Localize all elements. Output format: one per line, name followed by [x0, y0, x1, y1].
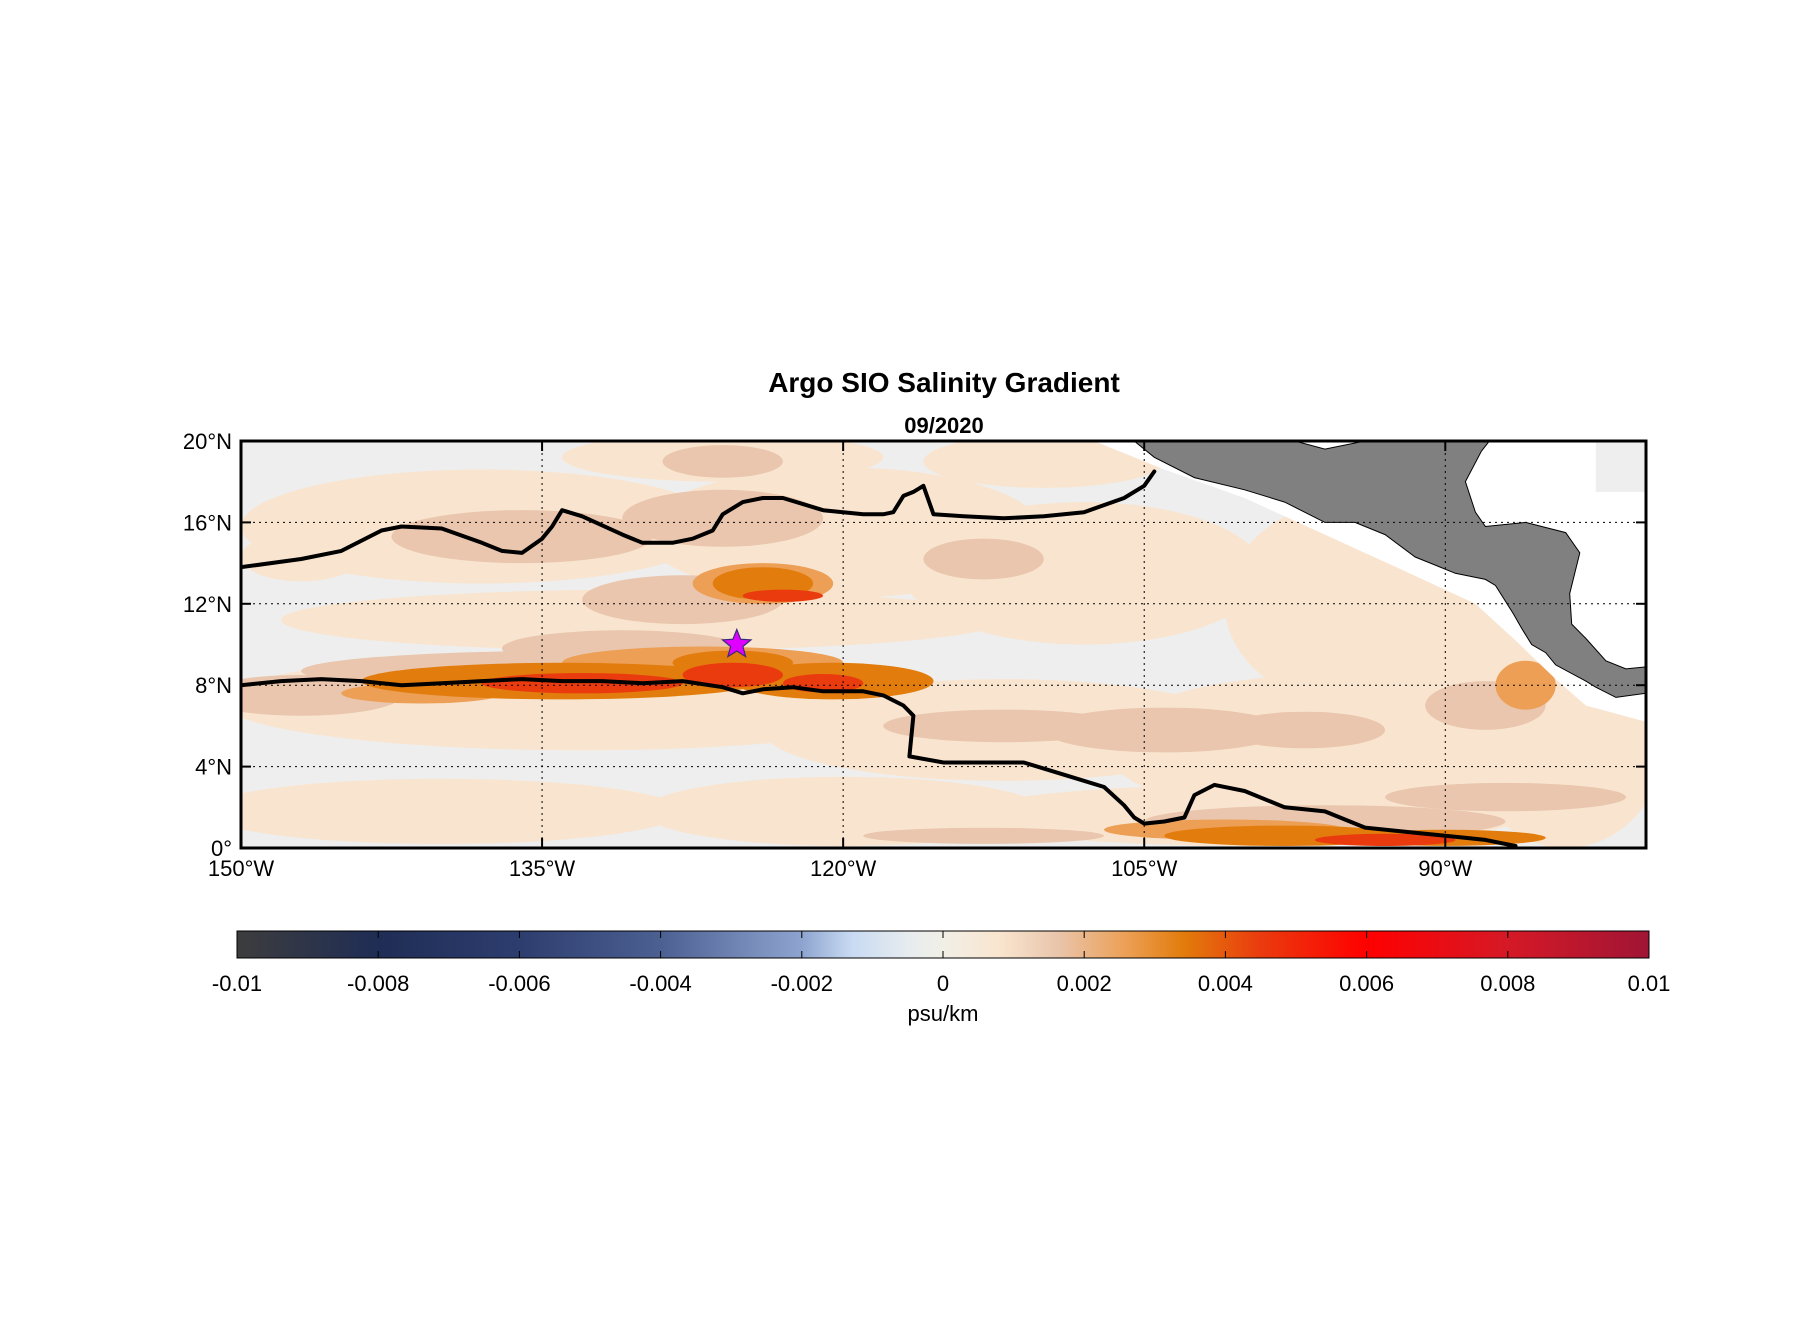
gradient-patch-14: [923, 441, 1165, 488]
colorbar-tick-label: 0.01: [1628, 971, 1671, 996]
map-plot-area: 150°W 135°W 120°W 105°W 90°W 0° 4°N 8°N 12°N 16°N…: [183, 429, 1648, 881]
land-central-america: [1133, 441, 1646, 698]
gradient-patch-2: [903, 502, 1265, 645]
marker-layer: [720, 627, 753, 658]
tick-label-lat: 8°N: [195, 673, 232, 698]
tick-label-lon: 90°W: [1418, 856, 1472, 881]
colorbar-label: psu/km: [908, 1001, 979, 1026]
chart-subtitle: 09/2020: [904, 413, 984, 438]
colorbar-tick-label: 0: [937, 971, 949, 996]
colorbar-tick-label: 0.004: [1198, 971, 1253, 996]
gradient-patch-25: [662, 445, 783, 478]
colorbar-tick-label: 0.002: [1057, 971, 1112, 996]
gradient-patch-9: [241, 778, 683, 844]
map-frame: [239, 439, 1648, 850]
gradient-patch-42: [682, 662, 783, 688]
axis-ticks: 150°W 135°W 120°W 105°W 90°W 0° 4°N 8°N 12°N 16°N…: [183, 429, 1646, 881]
colorbar-tick-label: -0.004: [629, 971, 691, 996]
contour-lines: [241, 469, 1518, 848]
land-layer: [1133, 441, 1646, 698]
no-data-coastal: [1094, 441, 1646, 722]
colorbar: -0.01 -0.008 -0.006 -0.004 -0.002 0 0.002 0.004…: [212, 930, 1670, 1026]
no-data-patch-ne: [1595, 441, 1646, 492]
tick-label-lon: 105°W: [1111, 856, 1178, 881]
contour-line-northern: [241, 469, 1157, 570]
colorbar-tick-label: -0.002: [771, 971, 833, 996]
star-marker: [720, 627, 753, 658]
gradient-patch-44: [742, 589, 824, 602]
gradient-patch-29: [863, 827, 1104, 844]
chart-title: Argo SIO Salinity Gradient: [768, 367, 1120, 398]
gradient-patch-24: [1224, 711, 1386, 749]
gradient-patch-15: [391, 510, 653, 564]
tick-label-lat: 12°N: [183, 592, 232, 617]
colorbar-tick-label: -0.01: [212, 971, 262, 996]
gridlines: [241, 441, 1646, 848]
gradient-patch-17: [923, 538, 1044, 580]
contour-line-front: [241, 677, 1518, 848]
tick-label-lat: 20°N: [183, 429, 232, 454]
tick-label-lat: 0°: [211, 836, 232, 861]
colorbar-tick-label: 0.008: [1480, 971, 1535, 996]
colorbar-tick-label: -0.008: [347, 971, 409, 996]
colorbar-ticks: -0.01 -0.008 -0.006 -0.004 -0.002 0 0.002 0.004…: [212, 931, 1670, 996]
gradient-patch-16: [622, 489, 824, 547]
gradient-patch-45: [1314, 833, 1456, 847]
tick-label-lat: 4°N: [195, 755, 232, 780]
gradient-patch-23: [1043, 707, 1285, 753]
tick-label-lat: 16°N: [183, 510, 232, 535]
tick-label-lon: 150°W: [208, 856, 275, 881]
tick-label-lon: 135°W: [509, 856, 576, 881]
tick-label-lon: 120°W: [810, 856, 877, 881]
colorbar-tick-label: 0.006: [1339, 971, 1394, 996]
colorbar-tick-label: -0.006: [488, 971, 550, 996]
gradient-patch-27: [1385, 782, 1626, 812]
